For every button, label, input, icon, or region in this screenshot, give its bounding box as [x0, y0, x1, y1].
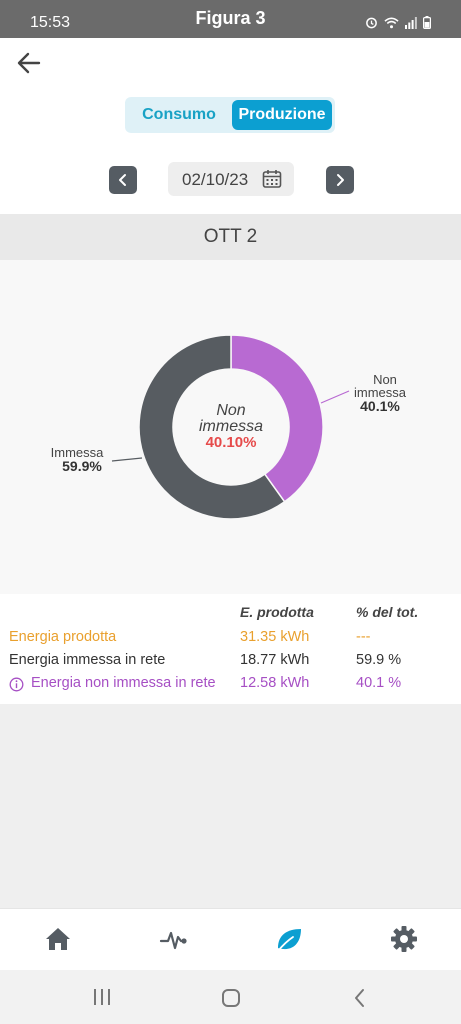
row-pct: 59.9 % — [356, 652, 402, 668]
row-value: 12.58 kWh — [240, 675, 310, 691]
tab-produzione[interactable]: Produzione — [232, 100, 332, 130]
status-icons — [365, 16, 431, 29]
figure-title: Figura 3 — [195, 8, 266, 28]
col-header-pct: % del tot. — [356, 604, 419, 620]
bottom-nav — [0, 908, 461, 971]
recent-apps-icon[interactable] — [92, 988, 112, 1006]
row-label: Energia non immessa in rete — [31, 675, 216, 691]
non-immessa-label-line1: Non — [373, 372, 397, 387]
immessa-pct: 59.9% — [62, 458, 102, 474]
wifi-icon — [384, 17, 399, 28]
chevron-left-icon — [119, 174, 126, 186]
chevron-right-icon — [337, 174, 344, 186]
date-value: 02/10/23 — [182, 170, 249, 189]
center-label-line2: immessa — [199, 418, 263, 435]
back-arrow-icon[interactable] — [14, 48, 44, 78]
non-immessa-leader-line — [320, 390, 350, 404]
immessa-label: Immessa — [51, 445, 105, 460]
col-header-produced: E. prodotta — [240, 604, 314, 620]
alarm-icon — [366, 17, 377, 29]
mode-switch: Consumo Produzione — [125, 97, 335, 133]
leaf-icon[interactable] — [273, 923, 305, 955]
system-nav-bar — [0, 970, 461, 1024]
row-label: Energia immessa in rete — [9, 652, 166, 668]
signal-icon — [405, 16, 417, 29]
next-day-button[interactable] — [326, 166, 354, 194]
header-panel: Consumo Produzione 02/10/23 — [0, 38, 461, 214]
gear-icon[interactable] — [388, 923, 420, 955]
tab-consumo[interactable]: Consumo — [142, 106, 216, 123]
row-value: 31.35 kWh — [240, 629, 310, 645]
donut-slice-non-immessa[interactable] — [230, 334, 324, 503]
status-bar: 15:53 Figura 3 — [0, 0, 461, 38]
row-value: 18.77 kWh — [240, 652, 310, 668]
calendar-icon — [262, 170, 282, 188]
energy-table: E. prodotta % del tot. Energia prodotta … — [0, 594, 461, 704]
donut-chart: Non immessa 40.10% Non immessa 40.1% Imm… — [51, 334, 407, 520]
day-header: OTT 2 — [0, 214, 461, 260]
home-icon[interactable] — [42, 923, 74, 955]
back-nav-icon[interactable] — [352, 988, 368, 1008]
row-pct: 40.1 % — [356, 675, 402, 691]
immessa-leader-line — [111, 457, 143, 462]
row-label: Energia prodotta — [9, 629, 117, 645]
pulse-icon[interactable] — [158, 923, 190, 955]
status-time: 15:53 — [30, 14, 71, 31]
non-immessa-pct: 40.1% — [360, 398, 400, 414]
table-row: Energia non immessa in rete 12.58 kWh 40… — [0, 673, 461, 696]
info-icon[interactable] — [9, 677, 24, 692]
home-button-icon[interactable] — [221, 988, 241, 1008]
center-value: 40.10% — [206, 434, 257, 451]
row-pct: --- — [356, 629, 371, 645]
donut-slice-immessa[interactable] — [138, 334, 286, 520]
table-row: Energia immessa in rete 18.77 kWh 59.9 % — [0, 650, 461, 673]
prev-day-button[interactable] — [109, 166, 137, 194]
non-immessa-label-line2: immessa — [354, 385, 407, 400]
battery-icon — [423, 16, 431, 29]
center-label-line1: Non — [216, 402, 245, 419]
date-picker[interactable]: 02/10/23 — [168, 162, 294, 196]
table-row: Energia prodotta 31.35 kWh --- — [0, 627, 461, 650]
chart-panel: Non immessa 40.10% Non immessa 40.1% Imm… — [0, 260, 461, 594]
